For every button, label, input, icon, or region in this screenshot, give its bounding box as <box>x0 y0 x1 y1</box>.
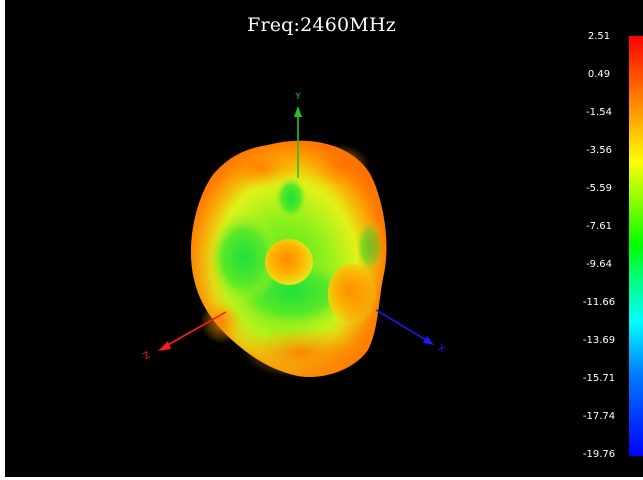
colorbar-tick: -17.74 <box>582 411 616 422</box>
x-axis-label: X <box>436 343 446 355</box>
colorbar-tick: -9.64 <box>586 259 612 270</box>
colorbar-tick: -19.76 <box>582 449 616 460</box>
colorbar-tick: -13.69 <box>582 335 616 346</box>
window-edge-bottom <box>0 477 643 480</box>
z-axis-label: Z <box>142 350 152 362</box>
z-axis: Z <box>142 311 227 362</box>
colorbar-tick: -15.71 <box>582 373 616 384</box>
colorbar-tick: -1.54 <box>586 107 612 118</box>
colorbar-tick: -7.61 <box>586 221 612 232</box>
y-axis: Y <box>294 92 302 178</box>
frequency-title: Freq:2460MHz <box>247 14 396 36</box>
colorbar-tick: -11.66 <box>582 297 616 308</box>
colorbar-tick: -5.59 <box>586 183 612 194</box>
y-axis-label: Y <box>294 92 301 102</box>
x-axis: X <box>375 309 446 355</box>
gain-colorbar <box>629 36 643 456</box>
pattern-surface <box>190 140 387 378</box>
colorbar-tick: 0.49 <box>587 69 611 80</box>
window-edge-left <box>0 0 5 480</box>
colorbar-tick: -3.56 <box>586 145 612 156</box>
colorbar-tick: 2.51 <box>587 31 611 42</box>
